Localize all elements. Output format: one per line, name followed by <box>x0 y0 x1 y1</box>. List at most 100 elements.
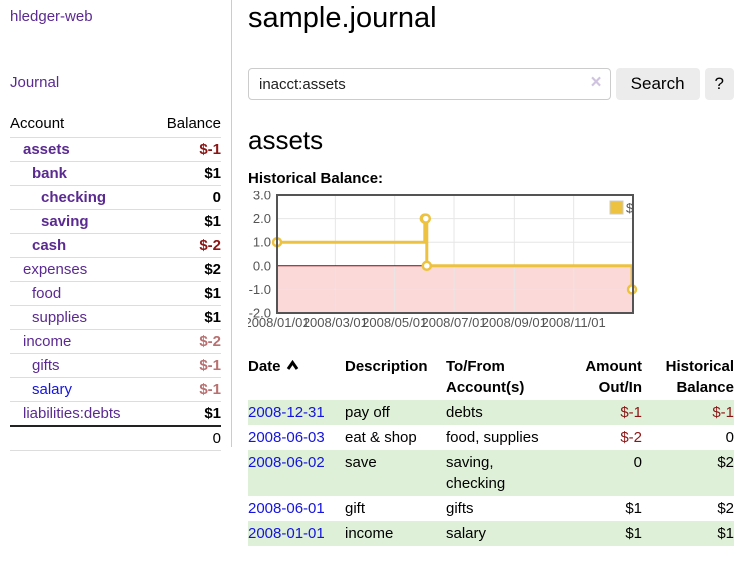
account-row: income $-2 <box>10 329 221 354</box>
account-balance: $-2 <box>151 233 221 258</box>
transaction-amount: 0 <box>633 454 642 471</box>
sidebar: hledger-web Journal Account Balance asse… <box>0 0 232 451</box>
accounts-header-account: Account <box>10 115 65 132</box>
account-link[interactable]: saving <box>41 213 89 230</box>
x-axis-tick-label: 2008/03/01 <box>303 315 368 330</box>
accounts-header-row: Account Balance <box>10 112 221 138</box>
brand-link[interactable]: hledger-web <box>10 8 93 25</box>
account-row: salary $-1 <box>10 377 221 402</box>
account-row: bank $1 <box>10 161 221 186</box>
account-link[interactable]: assets <box>23 141 70 158</box>
y-axis-tick-label: 2.0 <box>253 211 271 226</box>
transaction-accounts: salary <box>446 525 487 542</box>
transaction-date-cell: 2008-06-01 <box>248 496 345 521</box>
register-header-historical-balance[interactable]: Historical Balance <box>665 358 734 396</box>
page-title: sample.journal <box>248 2 437 34</box>
x-axis-tick-label: 2008/09/01 <box>482 315 547 330</box>
transaction-balance: $1 <box>717 525 734 542</box>
account-link[interactable]: supplies <box>32 309 88 326</box>
register-row: 2008-12-31 pay off debts $-1 $-1 <box>248 400 734 425</box>
register-header-date[interactable]: Date <box>248 354 345 400</box>
chart-canvas: 3.0 2.0 1.0 0.0 -1.0 -2.02008/01/012008/03/01… <box>244 188 638 330</box>
register-header-to-from-account-s-[interactable]: To/From Account(s) <box>446 358 525 396</box>
search-field-wrap: × <box>248 68 611 100</box>
transaction-date-link[interactable]: 2008-06-02 <box>248 454 325 471</box>
account-balance: $2 <box>151 257 221 282</box>
account-link[interactable]: expenses <box>23 261 88 278</box>
transaction-amount: $-2 <box>620 429 642 446</box>
transaction-accounts: gifts <box>446 500 474 517</box>
account-balance: $1 <box>151 305 221 330</box>
register-row: 2008-06-01 gift gifts $1 $2 <box>248 496 734 521</box>
x-axis-tick-label: 2008/01/01 <box>248 315 310 330</box>
transaction-accounts: debts <box>446 404 483 421</box>
transaction-description: income <box>345 525 394 542</box>
account-balance: $-1 <box>151 137 221 162</box>
x-axis-tick-label: 2008/05/01 <box>362 315 427 330</box>
transaction-balance: 0 <box>725 429 734 446</box>
account-row: gifts $-1 <box>10 353 221 378</box>
register-header-row: Date Description To/From Account(s) Amount … <box>248 354 734 400</box>
y-axis-tick-label: 1.0 <box>253 235 271 250</box>
account-link[interactable]: checking <box>41 189 107 206</box>
y-axis-tick-label: 3.0 <box>253 191 271 203</box>
transaction-accounts: saving, checking <box>446 454 506 492</box>
y-axis-tick-label: -2.0 <box>249 306 271 321</box>
transaction-date-cell: 2008-01-01 <box>248 521 345 546</box>
register-header-description[interactable]: Description <box>345 358 428 375</box>
transaction-date-link[interactable]: 2008-12-31 <box>248 404 325 421</box>
accounts-total-row: 0 <box>10 425 221 451</box>
account-link[interactable]: liabilities:debts <box>23 405 121 422</box>
account-link[interactable]: bank <box>32 165 68 182</box>
accounts-header-balance: Balance <box>166 115 221 132</box>
search-bar: × Search ? <box>248 68 734 100</box>
account-row: food $1 <box>10 281 221 306</box>
account-link[interactable]: gifts <box>32 357 60 374</box>
search-button[interactable]: Search <box>615 68 700 100</box>
accounts-table: Account Balance assets $-1 bank $1 checking 0… <box>10 112 221 451</box>
account-title: assets <box>248 125 324 155</box>
sidebar-item-journal[interactable]: Journal <box>10 74 60 91</box>
transaction-description: gift <box>345 500 366 517</box>
x-axis-tick-label: 2008/11/01 <box>542 315 606 330</box>
data-point-marker <box>420 213 432 224</box>
account-balance: $-1 <box>151 353 221 378</box>
account-link[interactable]: cash <box>32 237 67 254</box>
account-row: cash $-2 <box>10 233 221 258</box>
chart-legend: $ <box>609 200 634 216</box>
transaction-description: eat & shop <box>345 429 417 446</box>
clear-search-icon[interactable]: × <box>590 72 602 93</box>
account-balance: $1 <box>151 281 221 306</box>
transaction-date-link[interactable]: 2008-06-01 <box>248 500 325 517</box>
transaction-accounts: food, supplies <box>446 429 539 446</box>
account-balance: $1 <box>151 401 221 426</box>
search-input[interactable] <box>248 68 611 100</box>
transaction-amount: $1 <box>625 525 642 542</box>
transaction-amount: $-1 <box>620 404 642 421</box>
account-link[interactable]: food <box>32 285 62 302</box>
register-row: 2008-06-03 eat & shop food, supplies $-2 0 <box>248 425 734 450</box>
account-row: expenses $2 <box>10 257 221 282</box>
account-link[interactable]: salary <box>32 381 73 398</box>
transaction-date-link[interactable]: 2008-06-03 <box>248 429 325 446</box>
account-row: saving $1 <box>10 209 221 234</box>
account-balance: $-1 <box>151 377 221 402</box>
transaction-date-cell: 2008-12-31 <box>248 400 345 425</box>
y-axis-tick-label: -1.0 <box>249 282 271 297</box>
account-link[interactable]: income <box>23 333 72 350</box>
register-table: Date Description To/From Account(s) Amount … <box>248 354 734 546</box>
account-balance: $-2 <box>151 329 221 354</box>
legend-label: $ <box>626 201 634 216</box>
sort-ascending-icon <box>286 360 298 370</box>
transaction-date-cell: 2008-06-03 <box>248 425 345 450</box>
account-balance: $1 <box>151 161 221 186</box>
transaction-balance: $2 <box>717 500 734 517</box>
help-button[interactable]: ? <box>704 68 734 100</box>
transaction-balance: $-1 <box>712 404 734 421</box>
register-row: 2008-01-01 income salary $1 $1 <box>248 521 734 546</box>
account-row: assets $-1 <box>10 137 221 162</box>
transaction-date-link[interactable]: 2008-01-01 <box>248 525 325 542</box>
account-row: checking 0 <box>10 185 221 210</box>
register-header-amount-out-in[interactable]: Amount Out/In <box>585 358 642 396</box>
plot-border <box>276 194 634 314</box>
